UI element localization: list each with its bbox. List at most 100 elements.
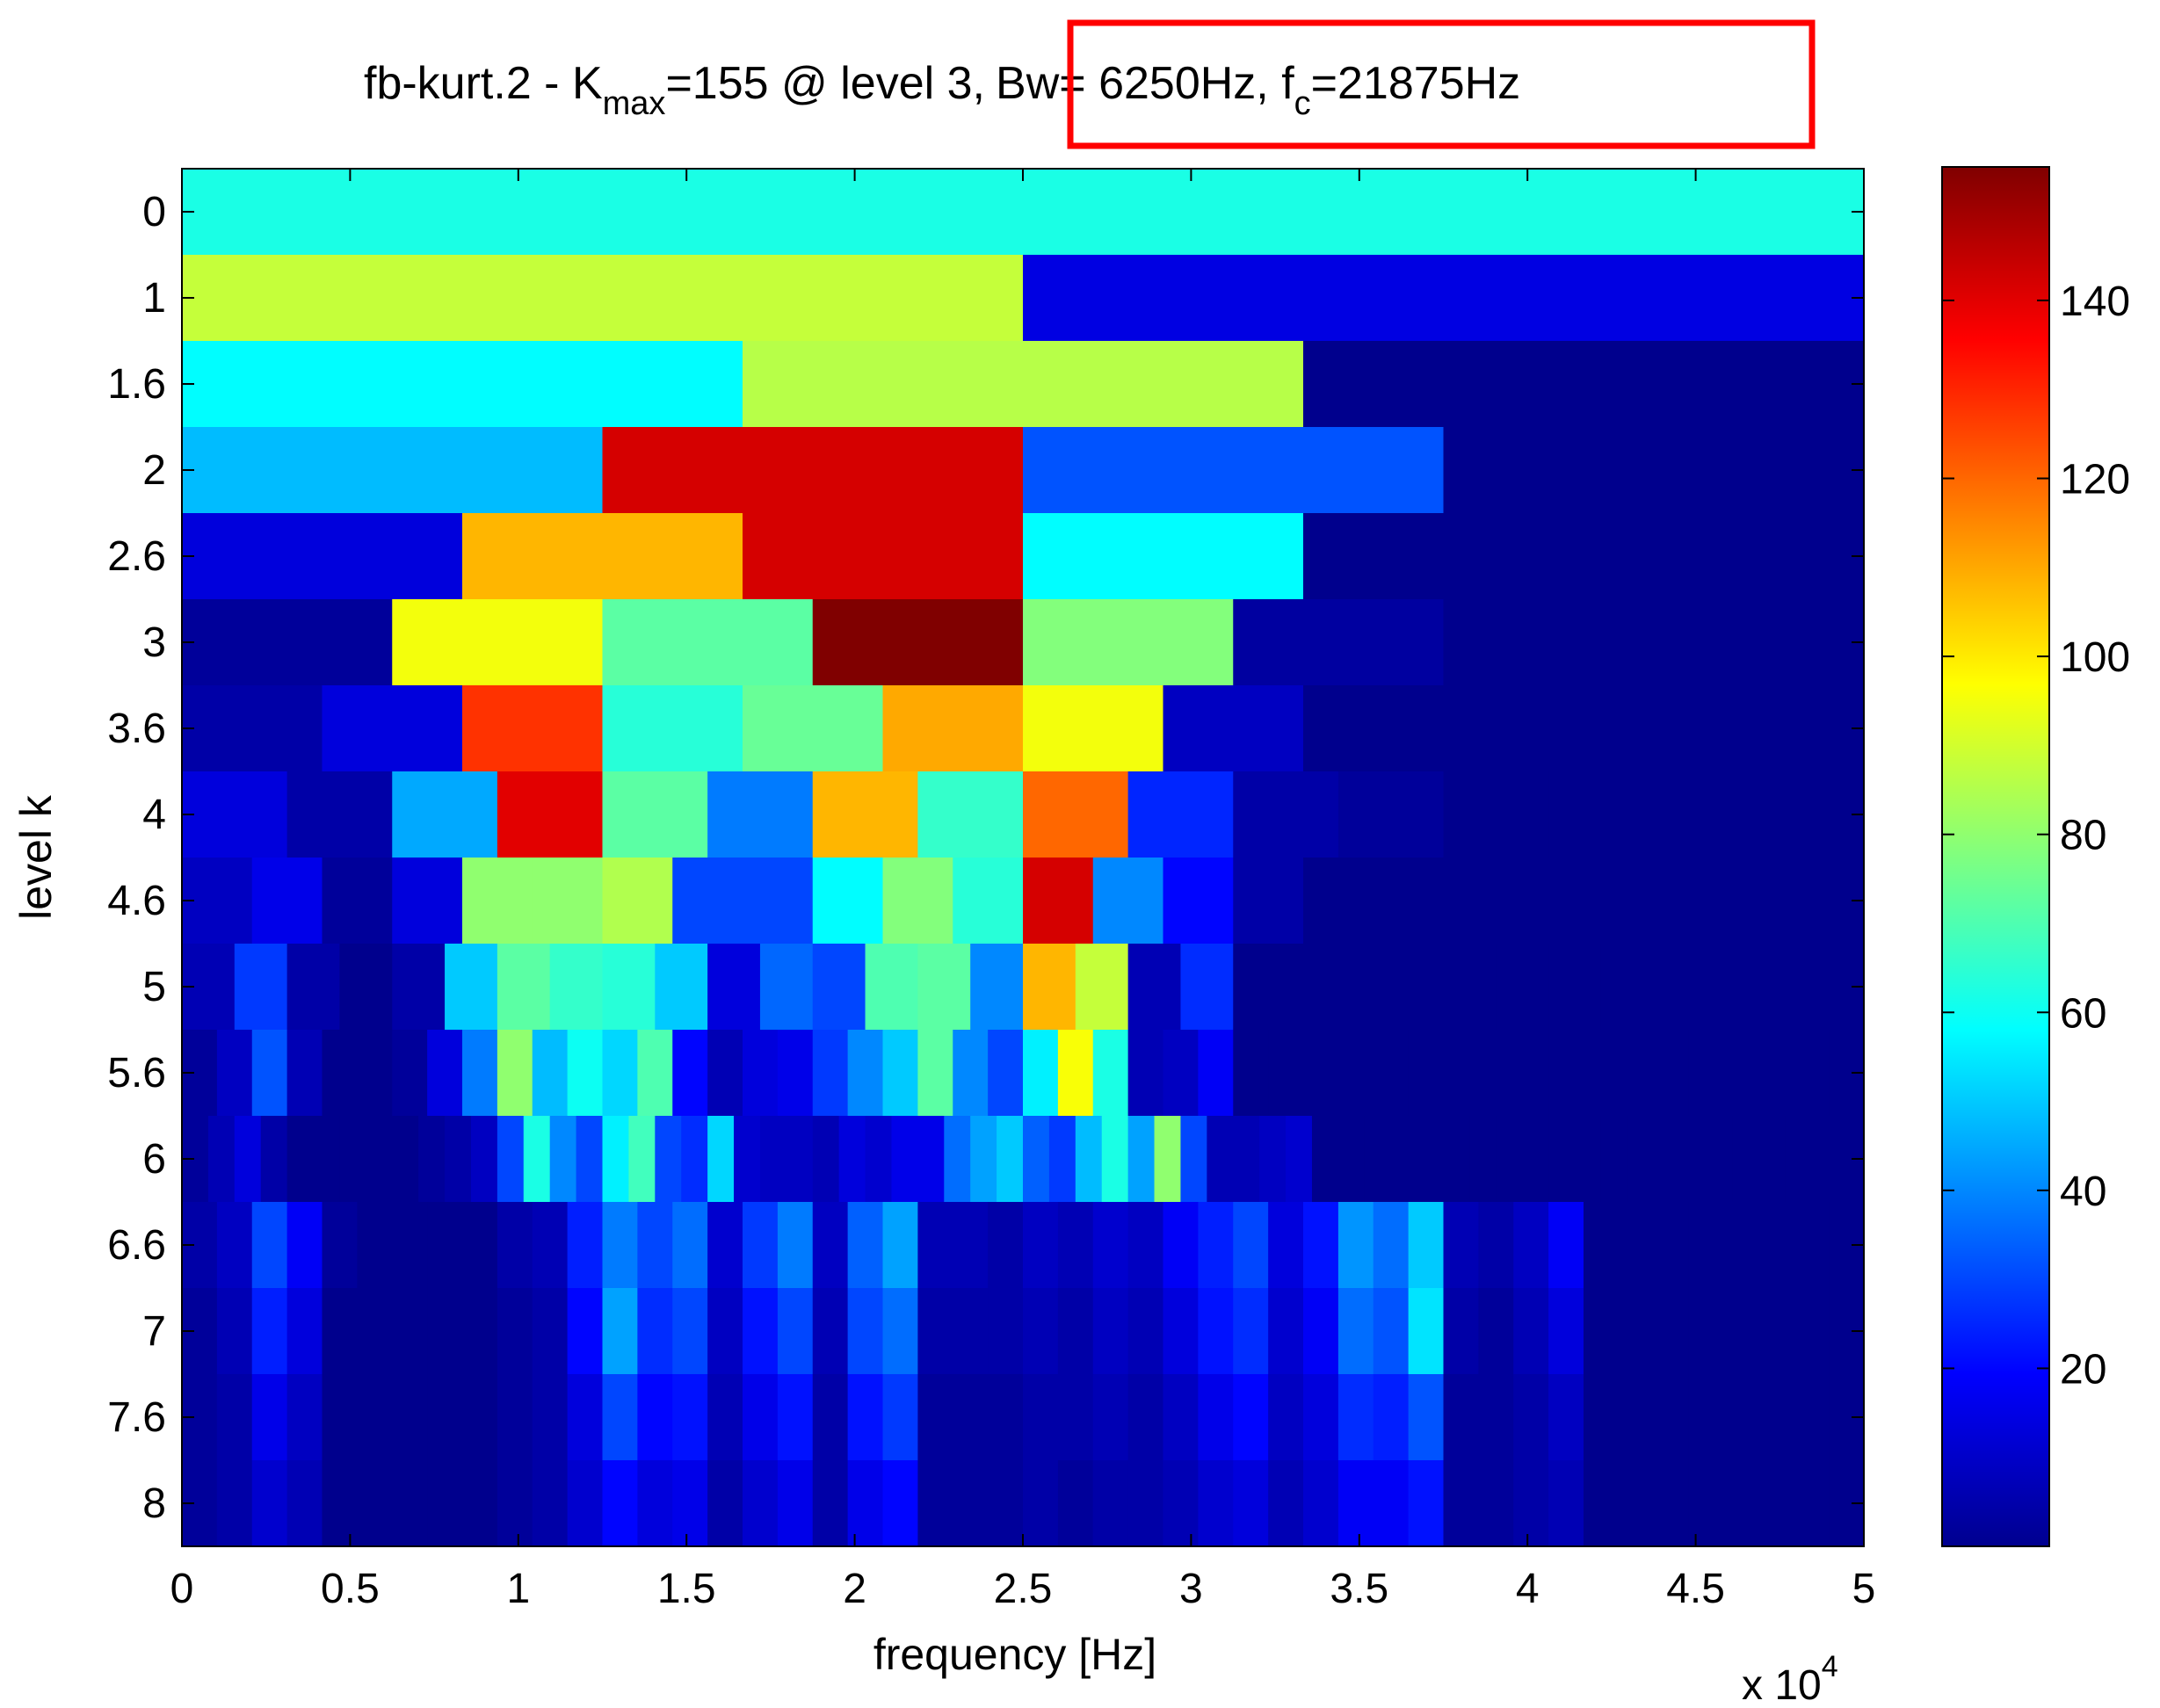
- heatmap-cell: [1337, 1030, 1374, 1117]
- heatmap-cell: [1653, 771, 1759, 858]
- heatmap-cell: [462, 1202, 498, 1289]
- heatmap-cell: [1233, 1460, 1269, 1547]
- heatmap-cell: [392, 1116, 419, 1203]
- heatmap-cell: [1127, 944, 1182, 1031]
- heatmap-cell: [672, 1030, 708, 1117]
- heatmap-cell: [497, 1374, 533, 1461]
- heatmap-cell: [1723, 1288, 1759, 1375]
- heatmap-cell: [1390, 1116, 1418, 1203]
- heatmap-cell: [1584, 1460, 1620, 1547]
- heatmap-cell: [1723, 685, 1865, 772]
- heatmap-cell: [462, 1288, 498, 1375]
- heatmap-cell: [532, 1374, 569, 1461]
- heatmap-cell: [1443, 771, 1549, 858]
- heatmap-cell: [1268, 1202, 1304, 1289]
- heatmap-cell: [532, 1288, 569, 1375]
- x-tick-label: 4.5: [1666, 1566, 1725, 1612]
- heatmap-cell: [743, 1374, 779, 1461]
- heatmap-cell: [182, 599, 393, 686]
- heatmap-cell: [470, 1116, 498, 1203]
- heatmap-cell: [1233, 1116, 1260, 1203]
- heatmap-cell: [182, 771, 288, 858]
- heatmap-cell: [953, 1288, 989, 1375]
- heatmap-cell: [1023, 944, 1076, 1031]
- heatmap-cell: [777, 1374, 814, 1461]
- heatmap-cell: [602, 599, 814, 686]
- heatmap-cell: [1513, 1030, 1549, 1117]
- heatmap-cell: [1618, 1030, 1655, 1117]
- heatmap-cell: [1548, 1374, 1584, 1461]
- heatmap-cell: [216, 1288, 253, 1375]
- heatmap-cell: [1023, 771, 1129, 858]
- y-tick-label: 4: [142, 792, 166, 838]
- heatmap-cell: [1057, 1030, 1094, 1117]
- heatmap-cell: [882, 1460, 918, 1547]
- heatmap-cell: [182, 341, 743, 428]
- heatmap-cell: [1758, 1202, 1794, 1289]
- heatmap-cell: [497, 1030, 533, 1117]
- heatmap-cell: [917, 1460, 953, 1547]
- heatmap-cell: [1443, 1030, 1479, 1117]
- y-tick-label: 3: [142, 619, 166, 666]
- heatmap-cell: [182, 685, 323, 772]
- heatmap-cell: [917, 1030, 953, 1117]
- heatmap-cell: [1023, 1460, 1059, 1547]
- heatmap-cell: [707, 1116, 735, 1203]
- heatmap-cell: [392, 1374, 428, 1461]
- heatmap-cell: [286, 1460, 323, 1547]
- heatmap-cell: [628, 1116, 656, 1203]
- heatmap-cell: [427, 1460, 463, 1547]
- heatmap-cell: [1286, 944, 1339, 1031]
- heatmap-cell: [1163, 858, 1234, 944]
- title-bw: Bw= 6250Hz, f: [996, 58, 1294, 109]
- heatmap-cell: [1723, 858, 1794, 944]
- heatmap-cell: [917, 944, 971, 1031]
- heatmap-cell: [988, 1460, 1024, 1547]
- heatmap-cell: [1794, 1288, 1830, 1375]
- heatmap-cell: [1303, 1030, 1339, 1117]
- x-multiplier: x 104: [1742, 1650, 1838, 1708]
- heatmap-cell: [1496, 944, 1549, 1031]
- heatmap-cell: [462, 685, 604, 772]
- heatmap-cell: [1163, 685, 1304, 772]
- heatmap-cell: [1794, 1030, 1830, 1117]
- heatmap-cell: [1408, 1030, 1445, 1117]
- heatmap-cell: [1198, 1460, 1234, 1547]
- heatmap-cell: [1618, 1460, 1655, 1547]
- heatmap-cell: [847, 1030, 884, 1117]
- heatmap-cell: [1023, 513, 1304, 600]
- heatmap-cell: [1548, 1202, 1584, 1289]
- heatmap-cell: [1023, 255, 1865, 342]
- heatmap-cells: [182, 169, 1865, 1547]
- heatmap-cell: [882, 1374, 918, 1461]
- heatmap-cell: [812, 1374, 849, 1461]
- heatmap-cell: [637, 1288, 673, 1375]
- title-fc: =21875Hz: [1311, 58, 1521, 109]
- x-tick-label: 0: [170, 1566, 194, 1612]
- heatmap-cell: [322, 685, 463, 772]
- heatmap-cell: [497, 1202, 533, 1289]
- heatmap-cell: [1198, 1288, 1234, 1375]
- heatmap-cell: [1303, 685, 1445, 772]
- heatmap-cell: [812, 1030, 849, 1117]
- heatmap-cell: [1653, 1288, 1690, 1375]
- heatmap-cell: [1706, 1116, 1734, 1203]
- heatmap-cell: [847, 1460, 884, 1547]
- heatmap-cell: [1337, 1460, 1374, 1547]
- heatmap-cell: [672, 1460, 708, 1547]
- heatmap-cell: [1023, 858, 1094, 944]
- heatmap-cell: [462, 1460, 498, 1547]
- heatmap-cell: [216, 1202, 253, 1289]
- heatmap-cell: [988, 1374, 1024, 1461]
- heatmap-cell: [917, 1288, 953, 1375]
- highlight-box: [1067, 19, 1816, 149]
- heatmap-cell: [1513, 1374, 1549, 1461]
- heatmap-cell: [953, 1460, 989, 1547]
- heatmap-cell: [1337, 1116, 1366, 1203]
- heatmap-cell: [602, 685, 743, 772]
- heatmap-cell: [1758, 1288, 1794, 1375]
- heatmap-cell: [1600, 1116, 1628, 1203]
- y-tick-label: 5.6: [107, 1050, 166, 1096]
- heatmap-cell: [637, 1460, 673, 1547]
